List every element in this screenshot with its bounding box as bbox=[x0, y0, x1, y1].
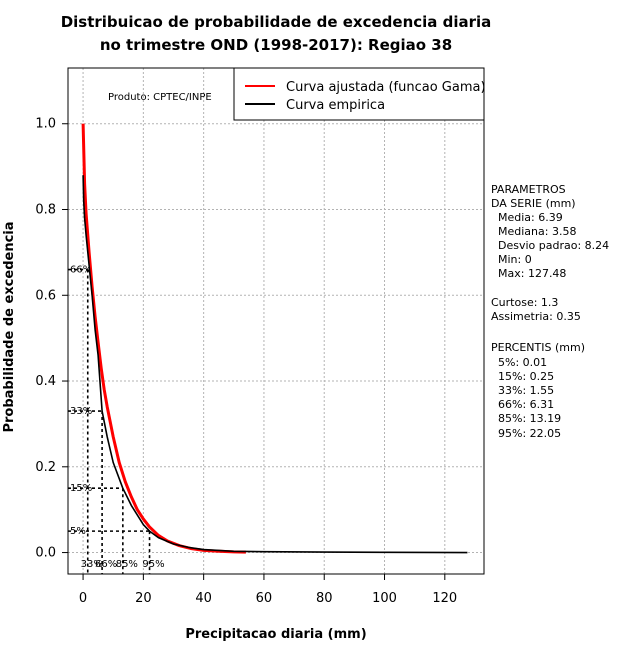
stats-panel: PARAMETROS DA SERIE (mm) Media: 6.39 Med… bbox=[491, 183, 609, 440]
legend-label-empirical: Curva empirica bbox=[286, 98, 385, 113]
y-tick-label: 0.6 bbox=[35, 288, 56, 303]
chart-title-line1: Distribuicao de probabilidade de exceden… bbox=[61, 13, 492, 31]
x-axis-title: Precipitacao diaria (mm) bbox=[185, 627, 366, 642]
stat-curtose: Curtose: 1.3 bbox=[491, 296, 558, 309]
stat-media: Media: 6.39 bbox=[498, 211, 563, 224]
y-tick-label: 0.2 bbox=[35, 460, 56, 475]
params-title-2: DA SERIE (mm) bbox=[491, 197, 576, 210]
params-title-1: PARAMETROS bbox=[491, 183, 566, 196]
percentile-x-label: 33% bbox=[81, 559, 103, 570]
grid-lines bbox=[68, 68, 484, 574]
series-line-empirical bbox=[82, 175, 468, 554]
x-tick-label: 40 bbox=[195, 591, 212, 606]
pct-85: 85%: 13.19 bbox=[498, 412, 561, 425]
x-tick-label: 20 bbox=[135, 591, 152, 606]
legend: Curva ajustada (funcao Gama) Curva empir… bbox=[233, 67, 486, 121]
y-axis-title: Probabilidade de excedencia bbox=[2, 221, 17, 432]
percentile-x-label: 95% bbox=[142, 559, 164, 570]
x-tick-label: 0 bbox=[79, 591, 87, 606]
pct-15: 15%: 0.25 bbox=[498, 370, 554, 383]
percentile-labels: 33%66%85% 95% bbox=[81, 559, 165, 570]
stat-desvio: Desvio padrao: 8.24 bbox=[498, 239, 609, 252]
legend-box bbox=[233, 67, 485, 121]
x-axis: 0 20 40 60 80 100 120 bbox=[79, 574, 457, 606]
percentile-x-label: 66% bbox=[95, 559, 117, 570]
percentis-title: PERCENTIS (mm) bbox=[491, 341, 585, 354]
percentile-markers: 66%33%15%5% bbox=[68, 265, 151, 574]
stat-mediana: Mediana: 3.58 bbox=[498, 225, 576, 238]
percentile-x-label: 85% bbox=[116, 559, 138, 570]
y-tick-label: 1.0 bbox=[35, 117, 56, 132]
y-axis: 0.0 0.2 0.4 0.6 0.8 1.0 bbox=[35, 117, 68, 561]
stat-assimetria: Assimetria: 0.35 bbox=[491, 310, 581, 323]
percentile-y-label: 5% bbox=[70, 526, 86, 537]
y-tick-label: 0.4 bbox=[35, 374, 56, 389]
stat-max: Max: 127.48 bbox=[498, 267, 566, 280]
y-tick-label: 0.8 bbox=[35, 203, 56, 218]
percentile-y-label: 66% bbox=[70, 265, 92, 276]
pct-33: 33%: 1.55 bbox=[498, 384, 554, 397]
series-line-fitted bbox=[81, 123, 246, 554]
y-tick-label: 0.0 bbox=[35, 546, 56, 561]
chart-title-line2: no trimestre OND (1998-2017): Regiao 38 bbox=[100, 36, 452, 54]
credit-text: Produto: CPTEC/INPE bbox=[108, 92, 212, 103]
x-tick-label: 60 bbox=[256, 591, 273, 606]
stat-min: Min: 0 bbox=[498, 253, 532, 266]
series-lines bbox=[81, 123, 468, 554]
percentile-y-label: 15% bbox=[70, 483, 92, 494]
pct-95: 95%: 22.05 bbox=[498, 427, 561, 440]
legend-label-fitted: Curva ajustada (funcao Gama) bbox=[286, 80, 486, 95]
pct-5: 5%: 0.01 bbox=[498, 356, 547, 369]
pct-66: 66%: 6.31 bbox=[498, 398, 554, 411]
x-tick-label: 80 bbox=[316, 591, 333, 606]
percentile-y-label: 33% bbox=[70, 406, 92, 417]
x-tick-label: 100 bbox=[372, 591, 397, 606]
x-tick-label: 120 bbox=[432, 591, 457, 606]
